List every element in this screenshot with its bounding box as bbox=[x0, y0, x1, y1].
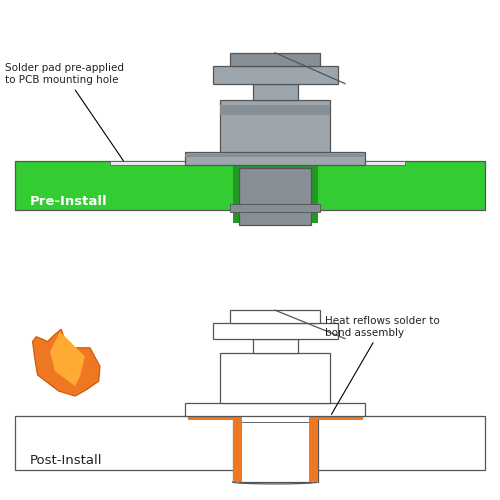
FancyBboxPatch shape bbox=[185, 154, 365, 157]
Polygon shape bbox=[50, 332, 85, 386]
FancyBboxPatch shape bbox=[232, 416, 318, 484]
FancyBboxPatch shape bbox=[230, 204, 320, 212]
FancyBboxPatch shape bbox=[220, 100, 330, 152]
FancyBboxPatch shape bbox=[308, 416, 318, 482]
FancyBboxPatch shape bbox=[220, 105, 330, 116]
Text: Solder pad pre-applied
to PCB mounting hole: Solder pad pre-applied to PCB mounting h… bbox=[5, 64, 124, 161]
FancyBboxPatch shape bbox=[188, 416, 235, 420]
Text: Heat reflows solder to
bond assembly: Heat reflows solder to bond assembly bbox=[325, 316, 440, 414]
Polygon shape bbox=[32, 329, 100, 396]
FancyBboxPatch shape bbox=[15, 416, 485, 470]
FancyBboxPatch shape bbox=[318, 161, 405, 166]
FancyBboxPatch shape bbox=[185, 152, 365, 166]
FancyBboxPatch shape bbox=[110, 161, 232, 166]
FancyBboxPatch shape bbox=[212, 322, 338, 338]
Text: Post-Install: Post-Install bbox=[30, 454, 102, 467]
FancyBboxPatch shape bbox=[185, 403, 365, 416]
FancyBboxPatch shape bbox=[230, 310, 320, 322]
Text: Pre-Install: Pre-Install bbox=[30, 195, 108, 208]
FancyBboxPatch shape bbox=[232, 161, 318, 223]
FancyBboxPatch shape bbox=[232, 416, 241, 482]
FancyBboxPatch shape bbox=[220, 354, 330, 403]
FancyBboxPatch shape bbox=[252, 84, 298, 100]
FancyBboxPatch shape bbox=[239, 416, 311, 482]
FancyBboxPatch shape bbox=[252, 338, 298, 353]
FancyBboxPatch shape bbox=[318, 416, 362, 420]
FancyBboxPatch shape bbox=[230, 52, 320, 66]
FancyBboxPatch shape bbox=[212, 66, 338, 84]
FancyBboxPatch shape bbox=[15, 161, 485, 210]
FancyBboxPatch shape bbox=[239, 168, 311, 225]
FancyBboxPatch shape bbox=[232, 416, 318, 422]
